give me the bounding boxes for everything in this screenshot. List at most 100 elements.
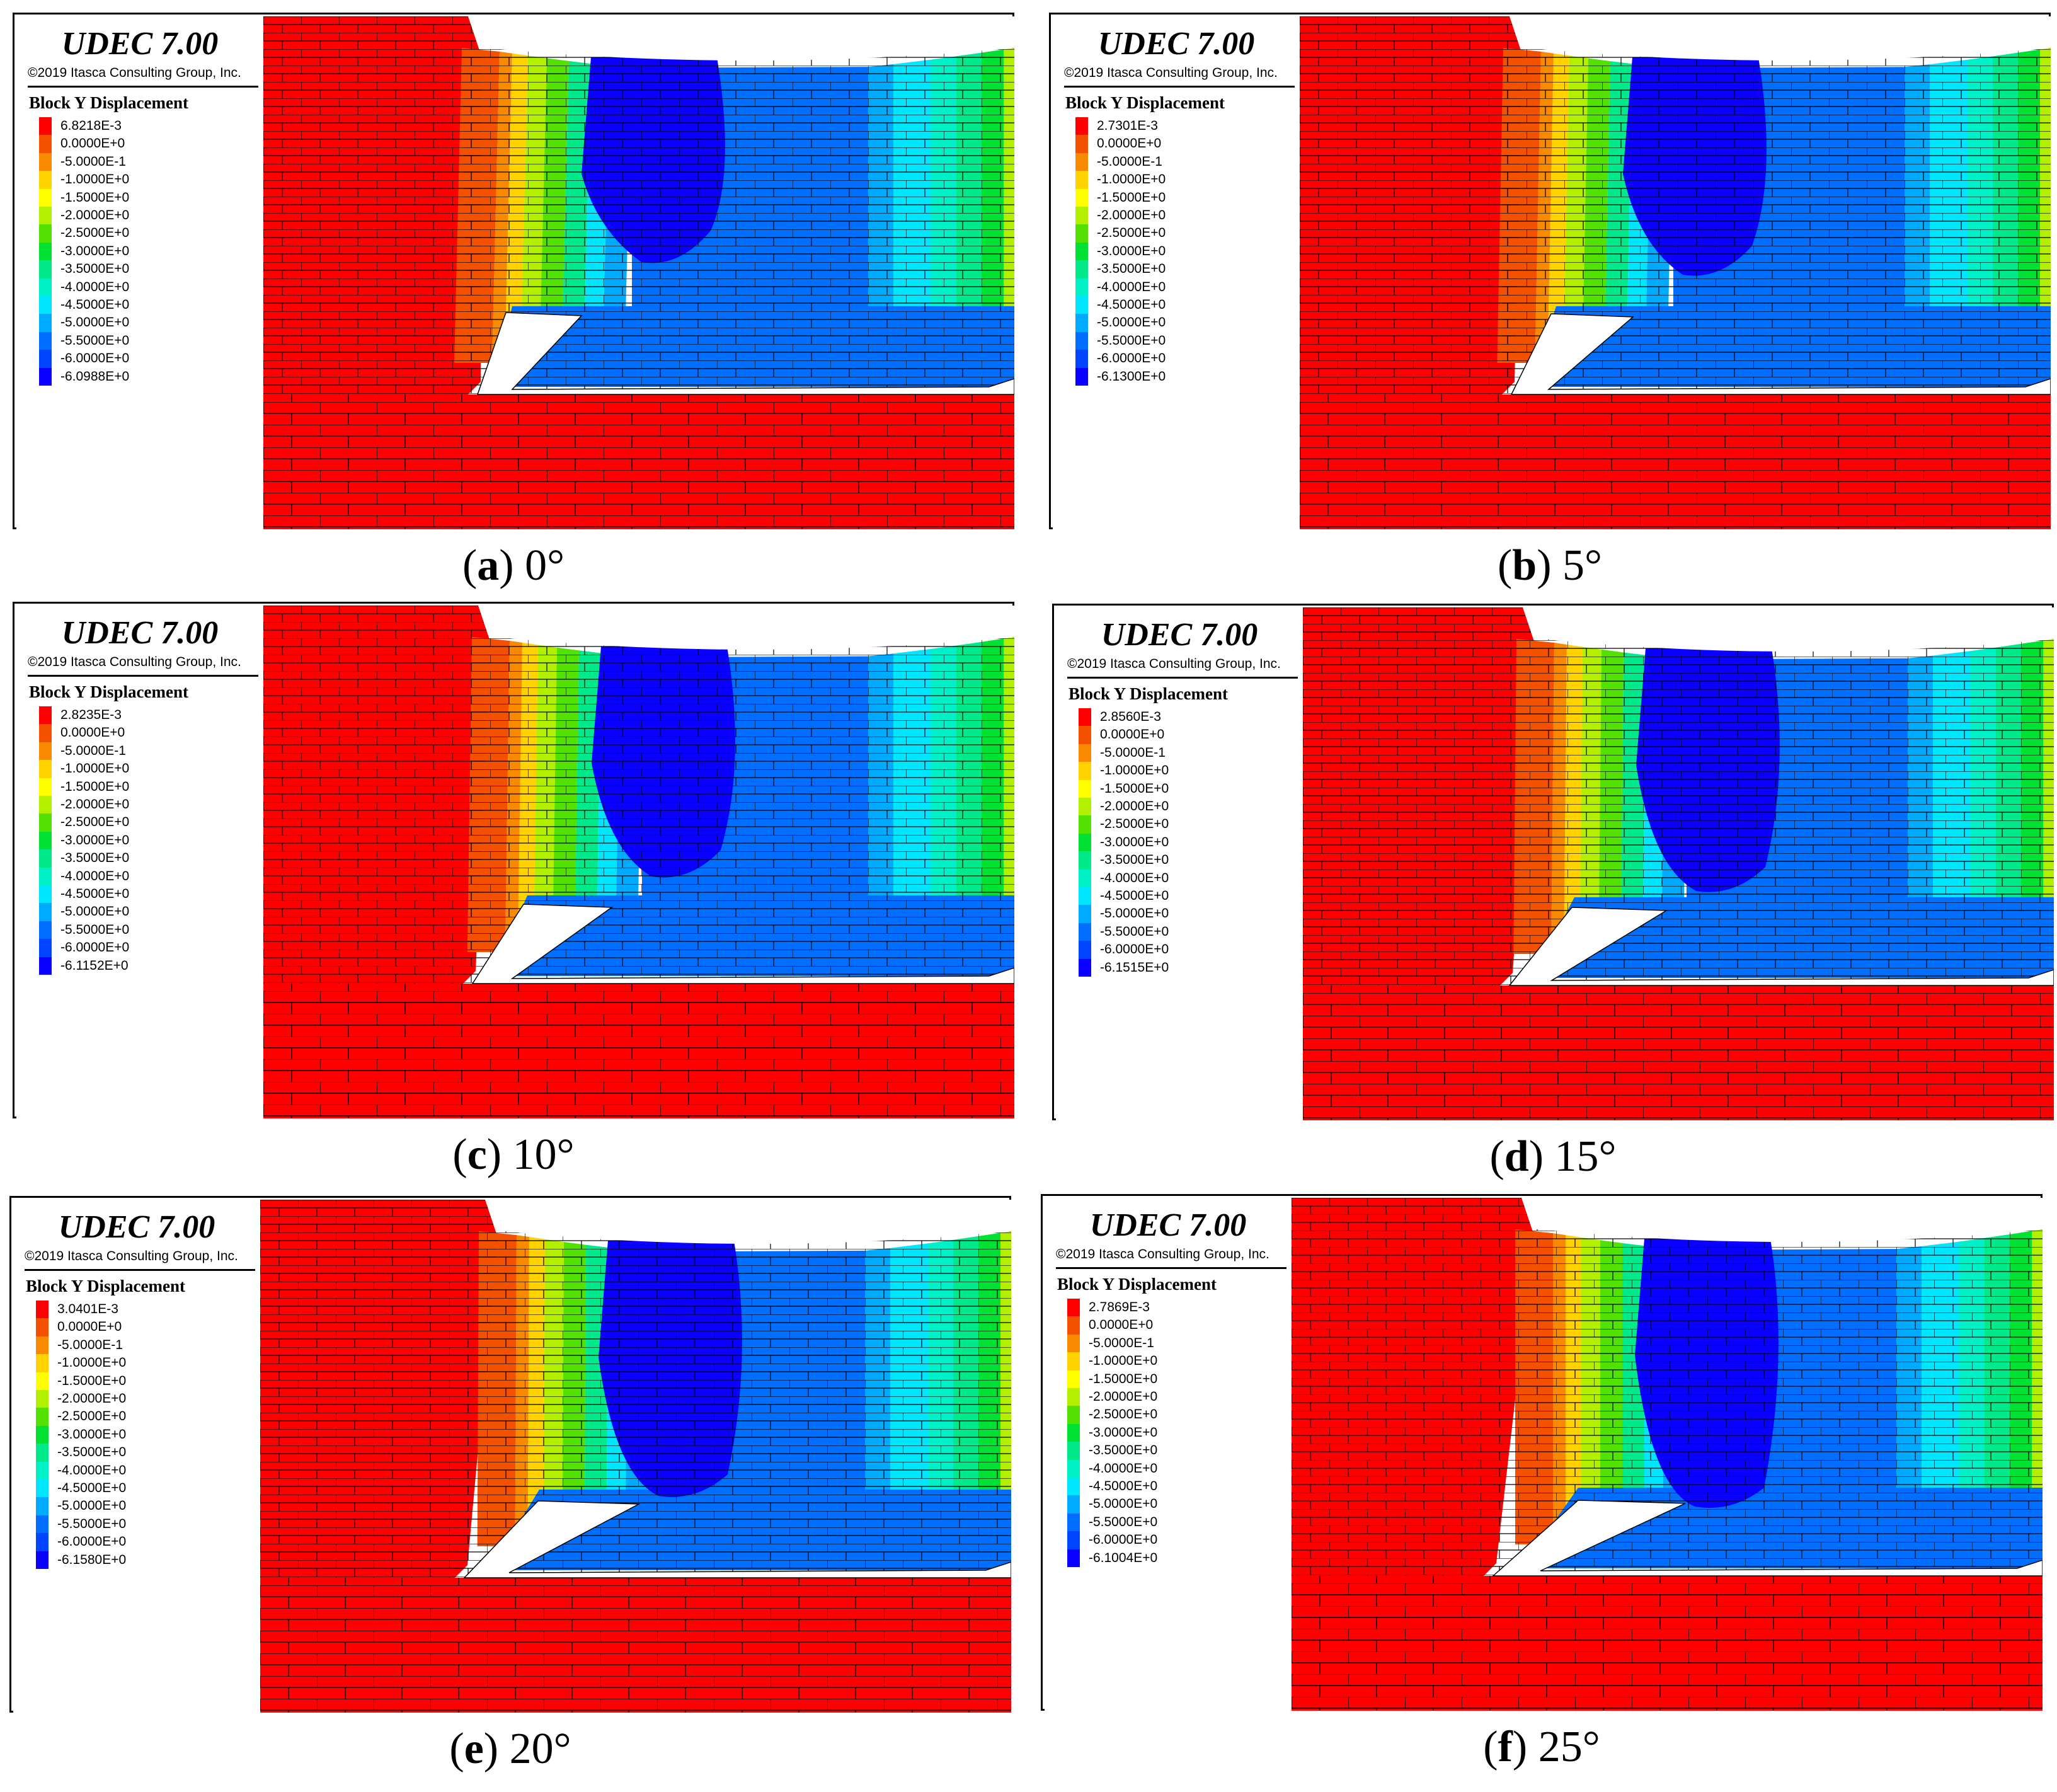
legend-value: -1.5000E+0 [1089,1371,1158,1386]
copyright-text: ©2019 Itasca Consulting Group, Inc. [1056,1247,1269,1261]
free-surface [1542,607,2054,652]
legend-swatch [1067,1299,1080,1317]
legend-swatch [39,796,52,814]
legend-value: -1.0000E+0 [60,761,130,776]
legend-swatch [39,242,52,261]
software-title: UDEC 7.00 [1101,617,1258,653]
legend-swatch [39,760,52,778]
legend-swatch [1067,1513,1080,1532]
legend-swatch [39,278,52,296]
panel-b: UDEC 7.00 ©2019 Itasca Consulting Group, … [1049,13,2051,599]
legend-swatch [39,706,52,725]
legend-swatch [1075,367,1088,386]
legend-swatch [1079,905,1091,923]
legend-value: -3.5000E+0 [1100,853,1169,868]
caption-angle: 20° [509,1725,571,1773]
legend-value: 6.8218E-3 [60,118,122,133]
legend-swatch [1075,224,1088,243]
legend-value: -1.5000E+0 [57,1373,127,1388]
caption-letter: c [467,1130,487,1179]
legend-value: -2.0000E+0 [1089,1389,1158,1404]
legend-value: 0.0000E+0 [57,1319,122,1335]
caption-angle: 0° [525,541,565,590]
legend-swatch [1079,708,1091,727]
block-model-svg [1300,16,2051,529]
panel-c: UDEC 7.00 ©2019 Itasca Consulting Group, … [13,602,1015,1188]
legend-value: -5.0000E+0 [60,315,130,330]
panel-frame: UDEC 7.00 ©2019 Itasca Consulting Group, … [1052,604,2054,1120]
legend-value: -3.0000E+0 [57,1427,127,1442]
legend-value: 0.0000E+0 [1089,1318,1154,1333]
legend-value: -2.5000E+0 [1100,817,1169,832]
legend-value: 0.0000E+0 [60,136,125,151]
legend-swatch [39,152,52,171]
block-model-svg [260,1200,1012,1713]
legend-swatch [39,171,52,189]
legend-value: -1.5000E+0 [60,779,130,794]
legend-value: -4.5000E+0 [57,1481,127,1495]
legend-value: -2.0000E+0 [60,797,130,812]
panel-frame: UDEC 7.00 ©2019 Itasca Consulting Group, … [1049,13,2051,529]
panel-frame: UDEC 7.00 ©2019 Itasca Consulting Group, … [9,1196,1012,1713]
legend-swatch [36,1336,49,1355]
legend-value: -1.0000E+0 [1097,172,1166,187]
legend-value: -3.0000E+0 [1089,1425,1158,1440]
legend-value: -6.1300E+0 [1097,369,1166,384]
legend-value: -5.0000E+0 [1089,1496,1158,1512]
panel-caption: (d) 15° [1489,1132,1617,1181]
panel-caption: (c) 10° [452,1130,575,1179]
legend-value: -2.5000E+0 [60,226,130,241]
block-model-svg [1292,1198,2043,1711]
software-title: UDEC 7.00 [61,26,219,62]
strata-model [1292,1198,2043,1711]
legend-swatch [36,1461,49,1479]
legend-value: -4.5000E+0 [1100,888,1169,903]
copyright-text: ©2019 Itasca Consulting Group, Inc. [1067,657,1281,671]
legend-swatch [39,224,52,243]
legend-value: -1.0000E+0 [1089,1353,1158,1369]
legend-swatch [39,367,52,386]
panel-caption: (a) 0° [462,541,565,590]
legend-title: Block Y Displacement [26,1277,185,1295]
panel-a: UDEC 7.00 ©2019 Itasca Consulting Group, … [13,13,1015,599]
legend-value: 2.8560E-3 [1100,709,1161,724]
legend-divider [1056,1267,1286,1269]
legend: UDEC 7.00 ©2019 Itasca Consulting Group, … [1045,1198,1292,1711]
legend: UDEC 7.00 ©2019 Itasca Consulting Group, … [1053,16,1300,529]
legend-value: -6.0000E+0 [60,351,130,366]
legend-swatch [36,1318,49,1336]
legend-swatch [1075,260,1088,279]
legend-value: 2.7869E-3 [1089,1300,1150,1314]
legend: UDEC 7.00 ©2019 Itasca Consulting Group, … [16,16,263,529]
legend-swatch [39,849,52,868]
legend-swatch [1079,851,1091,870]
legend-value: -3.5000E+0 [60,261,130,277]
displacement-plot [263,606,1015,1118]
panel-caption: (e) 20° [449,1725,571,1773]
legend-value: -6.1152E+0 [60,958,129,973]
legend-swatch [1079,798,1091,816]
legend-value: -4.0000E+0 [60,868,130,883]
legend-swatch [39,296,52,314]
legend-value: -5.5000E+0 [1097,333,1166,348]
legend-swatch [1067,1334,1080,1353]
block-model-svg [263,606,1015,1118]
copyright-text: ©2019 Itasca Consulting Group, Inc. [28,655,241,669]
panel-f: UDEC 7.00 ©2019 Itasca Consulting Group, … [1041,1194,2043,1780]
legend-value: -2.0000E+0 [57,1391,127,1406]
legend-value: -6.1515E+0 [1100,960,1169,975]
legend: UDEC 7.00 ©2019 Itasca Consulting Group, … [16,606,263,1118]
legend-swatch [39,314,52,332]
legend-swatch [1075,135,1088,153]
legend-swatch [1079,762,1091,780]
strata-model [263,16,1015,529]
legend-swatch [1067,1442,1080,1460]
legend-swatch [36,1372,49,1390]
legend: UDEC 7.00 ©2019 Itasca Consulting Group, … [13,1200,260,1713]
legend-swatch [39,956,52,975]
legend-value: -1.5000E+0 [60,190,130,205]
panel-caption: (f) 25° [1483,1723,1600,1771]
legend-swatch [39,813,52,832]
displacement-plot [1303,607,2054,1120]
legend-value: -4.0000E+0 [1097,279,1166,294]
